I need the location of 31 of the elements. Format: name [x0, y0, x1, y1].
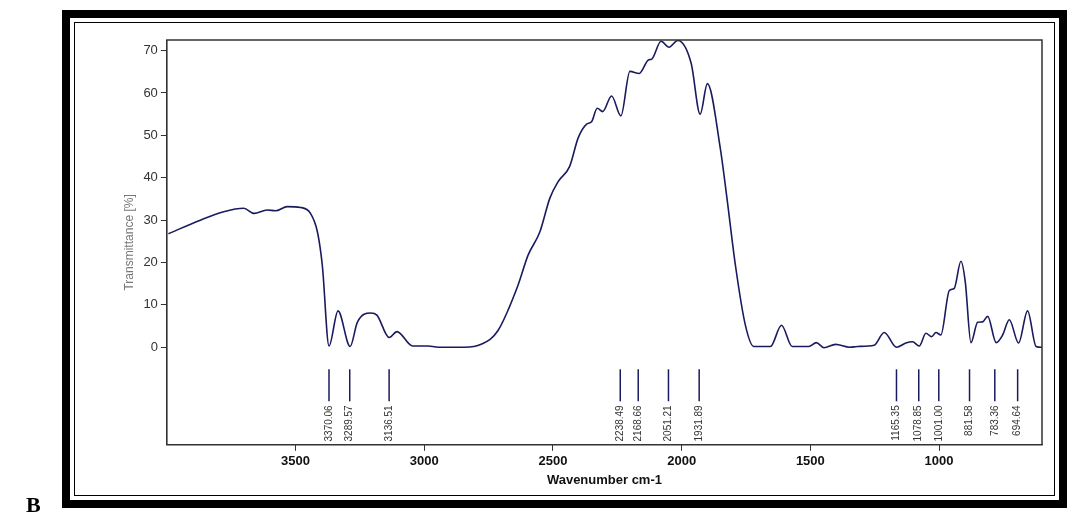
line-series [167, 40, 1042, 349]
ref-line-label: 1078.85 [912, 404, 924, 442]
y-tick-label: 30 [143, 211, 158, 227]
x-tick-label: 1000 [924, 453, 954, 469]
y-tick-label: 10 [143, 296, 158, 312]
y-axis-title: Transmittance [%] [121, 194, 136, 291]
ref-line-label: 2051.21 [662, 404, 674, 442]
y-tick-label: 60 [143, 84, 158, 100]
x-tick-label: 2000 [667, 453, 697, 469]
text: B [26, 491, 41, 517]
ref-line-label: 3136.51 [382, 404, 394, 442]
y-tick-label: 50 [143, 126, 158, 142]
x-tick-label: 2500 [538, 453, 568, 469]
ref-line-label: 1931.89 [692, 404, 704, 442]
ref-line-label: 881.58 [963, 404, 975, 436]
y-tick-label: 40 [143, 169, 158, 185]
x-tick-label: 1500 [795, 453, 825, 469]
y-tick-label: 20 [143, 254, 158, 270]
x-axis-title: Wavenumber cm-1 [546, 471, 662, 487]
y-tick-label: 70 [143, 42, 158, 58]
ref-line-label: 3370.06 [322, 404, 334, 442]
y-tick-label: 0 [150, 338, 158, 354]
ref-line-label: 783.36 [988, 404, 1000, 436]
ref-line-label: 1165.35 [890, 404, 902, 441]
ref-line-label: 694.64 [1011, 404, 1023, 436]
ref-line-label: 2238.49 [614, 404, 626, 442]
ref-line-label: 2168.66 [631, 404, 643, 442]
ref-line-label: 3289.57 [343, 404, 355, 442]
x-tick-label: 3000 [409, 453, 439, 469]
x-tick-label: 3500 [281, 453, 311, 469]
ref-line-label: 1001.00 [932, 404, 944, 442]
